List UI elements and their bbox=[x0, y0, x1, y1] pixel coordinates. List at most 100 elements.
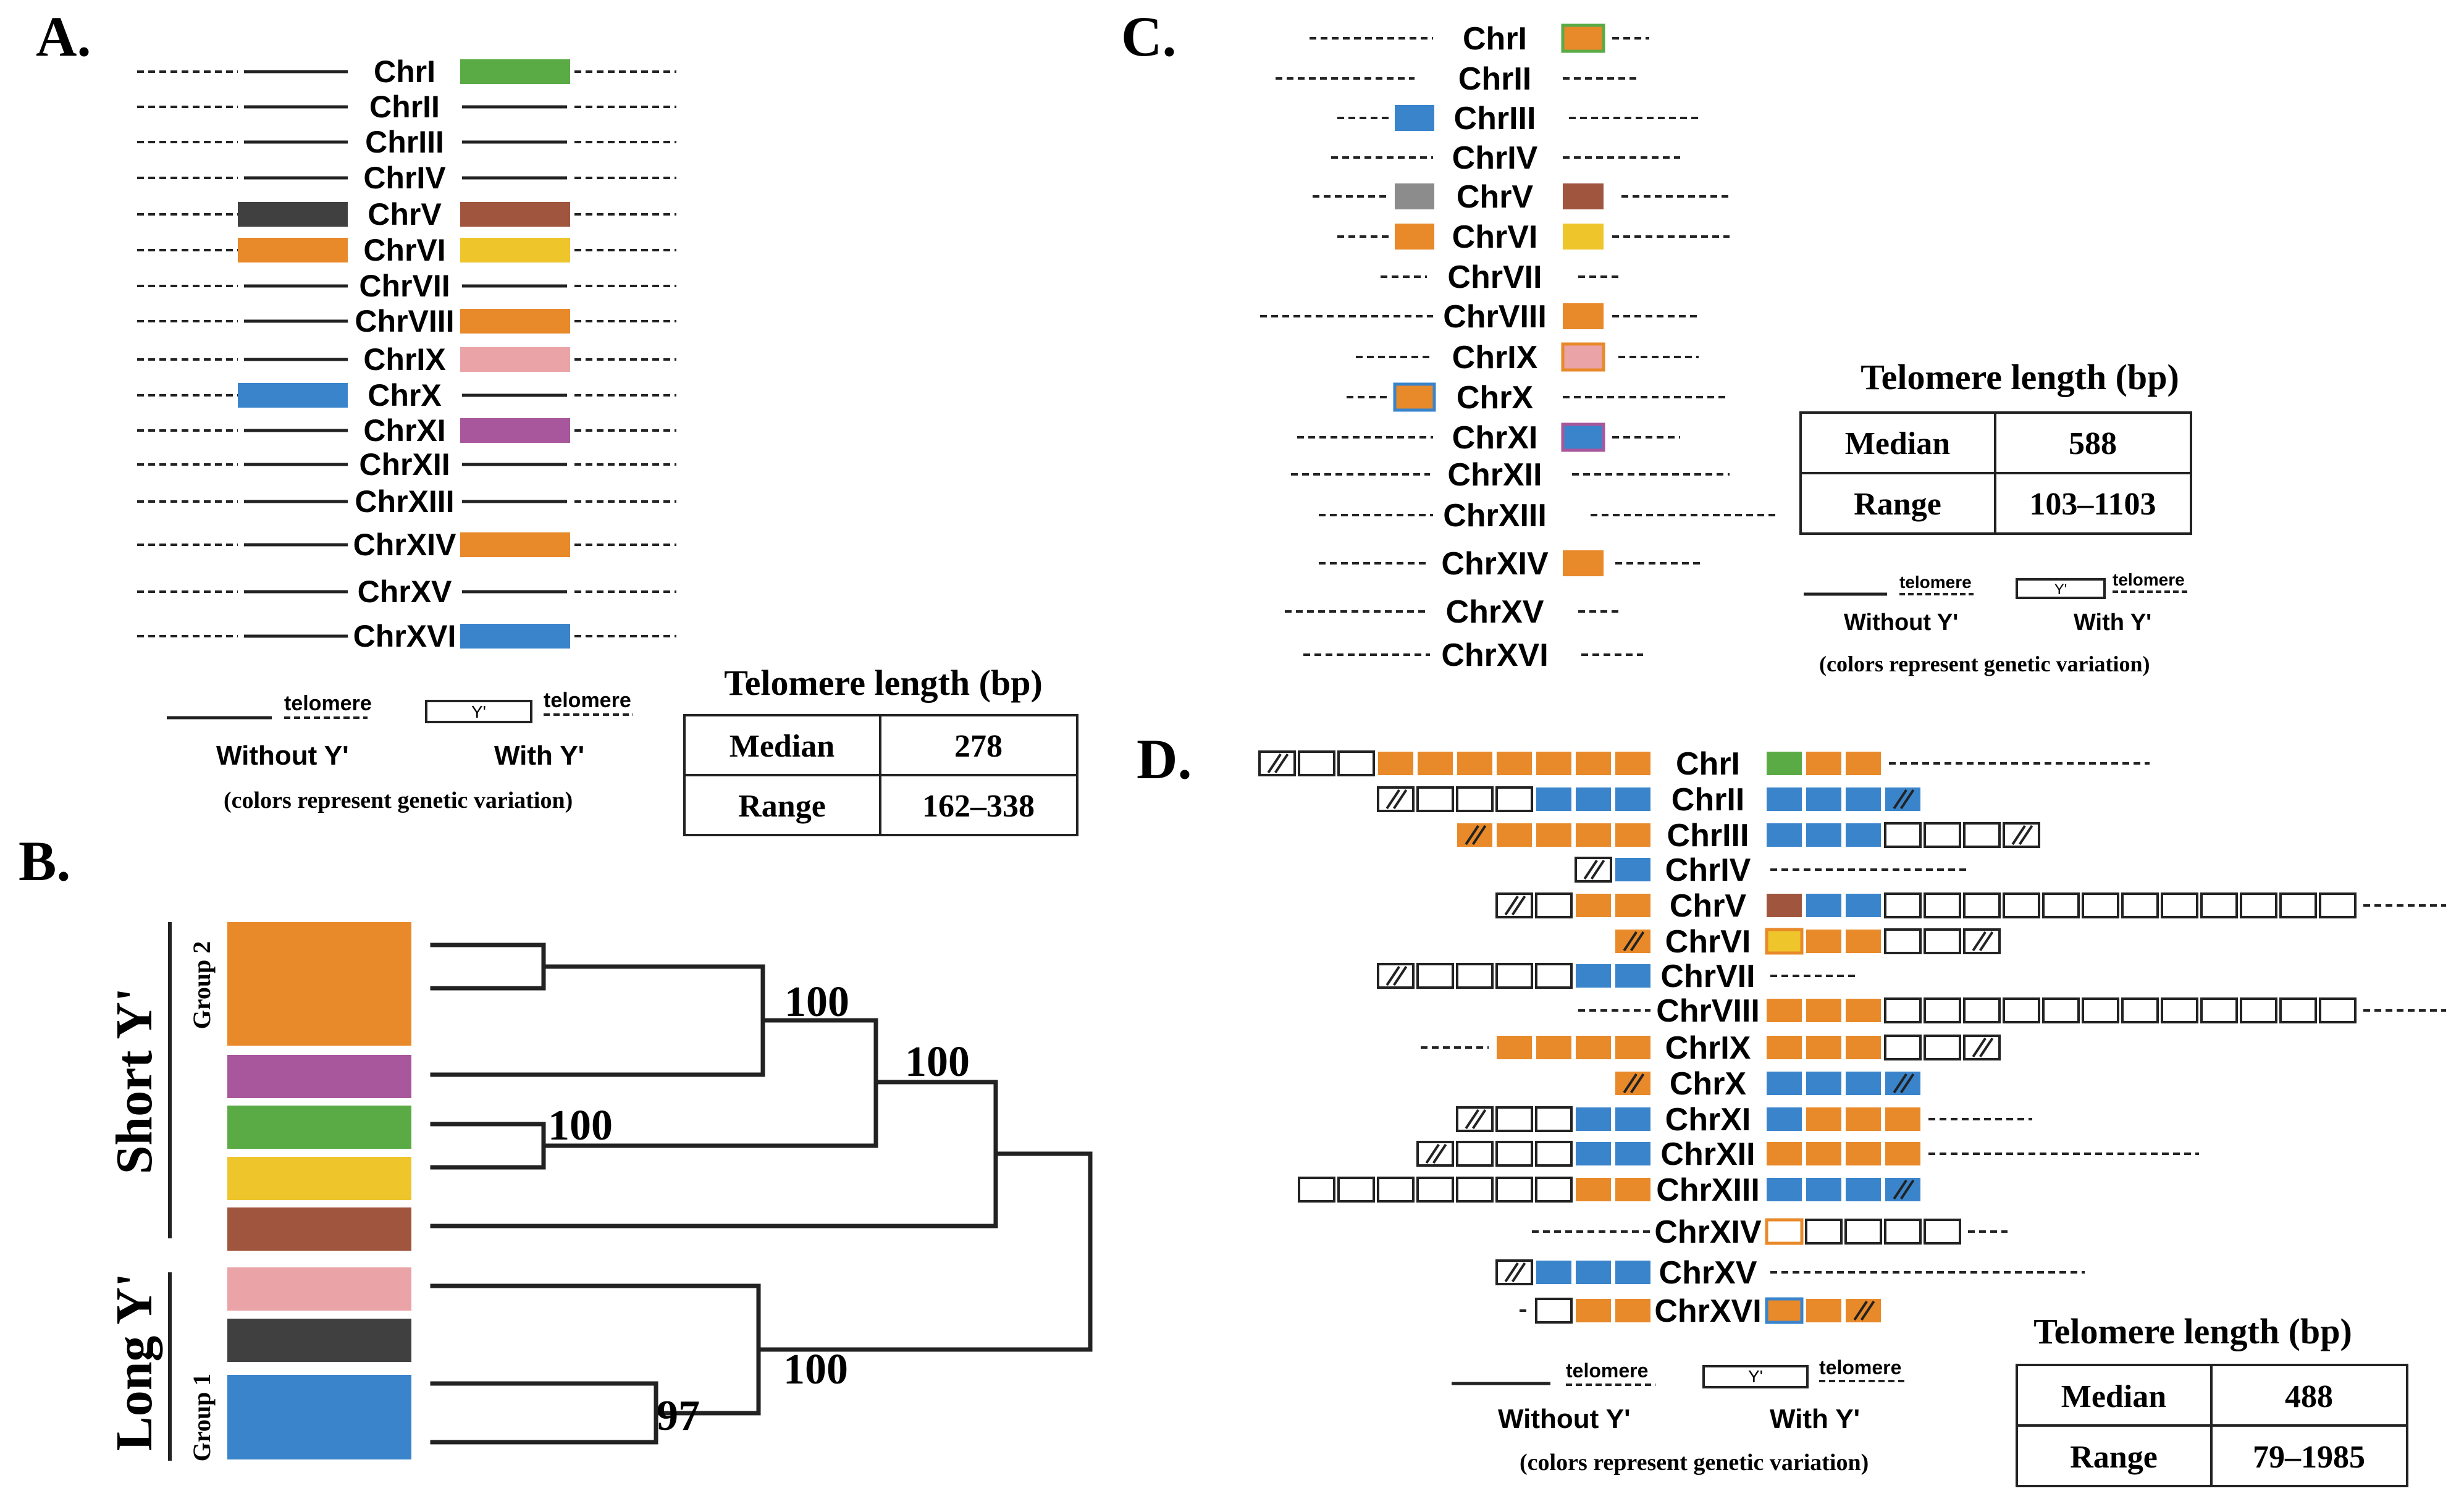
panel-a: A. ChrIChrIIChrIIIChrIVChrVChrVIChrVIICh… bbox=[36, 5, 1079, 836]
hatch-mark bbox=[1392, 965, 1408, 986]
y-prime-box-w bbox=[2121, 997, 2159, 1023]
chromosome-label: ChrVII bbox=[1447, 259, 1542, 295]
y-prime-box-w bbox=[1416, 1177, 1454, 1203]
y-prime-box-w bbox=[1924, 892, 1961, 918]
panel-c-row-chrxiii: ChrXIII bbox=[1319, 498, 1779, 534]
table-range-label: Range bbox=[2070, 1440, 2158, 1475]
y-prime-right-brown bbox=[1563, 183, 1604, 209]
hatch-mark bbox=[1899, 789, 1915, 810]
y-prime-box-b bbox=[1576, 1107, 1611, 1131]
legend-telomere-label: telomere bbox=[284, 692, 372, 715]
panel-a-row-chrii: ChrII bbox=[137, 90, 676, 124]
legend-telomere-label-2: telomere bbox=[1819, 1356, 1901, 1379]
y-prime-box-w bbox=[1963, 892, 2001, 918]
panel-c-row-chriv: ChrIV bbox=[1331, 140, 1680, 176]
y-prime-box-ob bbox=[1765, 1297, 1804, 1324]
panel-d-row-chrxvi: ChrXVI bbox=[1520, 1293, 1881, 1329]
panel-d-row-chrviii: ChrVIII bbox=[1578, 993, 2446, 1029]
tree-branch-root bbox=[756, 1151, 1093, 1352]
y-prime-right-yellow bbox=[1563, 224, 1604, 250]
chromosome-label: ChrIX bbox=[1452, 340, 1538, 376]
y-prime-box-o bbox=[1806, 1036, 1841, 1059]
y-prime-box-w bbox=[1337, 1177, 1375, 1203]
chromosome-label: ChrXIV bbox=[1441, 546, 1549, 582]
y-prime-box-w bbox=[2121, 892, 2159, 918]
y-prime-box-b bbox=[1767, 823, 1802, 847]
chromosome-label: ChrIV bbox=[1665, 852, 1751, 888]
y-prime-box-w bbox=[1535, 892, 1573, 918]
panel-b: B. Short Y' Long Y' Group 2 Group 1 100 … bbox=[19, 829, 1093, 1462]
panel-a-legend: telomere Y' telomere Without Y' With Y' … bbox=[167, 689, 633, 813]
y-prime-box-b bbox=[1767, 1178, 1802, 1201]
chromosome-label: ChrX bbox=[1457, 380, 1534, 416]
panel-a-row-chrv: ChrV bbox=[137, 197, 676, 232]
y-prime-box-b bbox=[1576, 787, 1611, 811]
panel-d-legend: telomere Y' telomere Without Y' With Y' … bbox=[1452, 1356, 1906, 1476]
panel-a-row-chrvii: ChrVII bbox=[137, 269, 676, 303]
y-prime-box-o bbox=[1576, 1178, 1611, 1201]
legend-y-box bbox=[1702, 1365, 1809, 1388]
y-prime-box-b bbox=[1536, 787, 1571, 811]
y-prime-right-orange bbox=[460, 309, 570, 334]
chromosome-label: ChrVII bbox=[1660, 959, 1755, 994]
y-prime-box-h bbox=[2003, 822, 2040, 848]
hatch-mark bbox=[1511, 1262, 1526, 1283]
y-prime-left-orange bbox=[238, 238, 348, 262]
panel-c-row-chrii: ChrII bbox=[1276, 61, 1637, 97]
y-prime-box-w bbox=[2279, 997, 2317, 1023]
panel-d-row-chrxi: ChrXI bbox=[1456, 1102, 2032, 1138]
hatch-mark bbox=[1623, 931, 1638, 952]
y-prime-box-o bbox=[1767, 1036, 1802, 1059]
panel-d-row-chrxii: ChrXII bbox=[1416, 1136, 2199, 1172]
y-prime-box-b bbox=[1576, 1142, 1611, 1165]
long-y-label: Long Y' bbox=[106, 1273, 163, 1451]
y-prime-box-w bbox=[1495, 1141, 1533, 1167]
panel-c-row-chrxii: ChrXII bbox=[1291, 457, 1730, 493]
panel-c: C. ChrIChrIIChrIIIChrIVChrVChrVIChrVIICh… bbox=[1121, 5, 2192, 676]
y-prime-right-orange bbox=[1563, 550, 1604, 576]
bootstrap-value-1: 100 bbox=[784, 978, 849, 1026]
hatch-mark bbox=[1511, 895, 1526, 916]
y-prime-box-w bbox=[1884, 892, 1922, 918]
y-prime-box-o bbox=[1576, 752, 1611, 775]
y-prime-box-o bbox=[1767, 1142, 1802, 1165]
panel-a-telomere-table: Telomere length (bp) Median 278 Range 16… bbox=[683, 663, 1079, 836]
short-y-label: Short Y' bbox=[106, 988, 163, 1175]
y-prime-box-o bbox=[1806, 999, 1841, 1022]
tree-branch-clade-1 bbox=[430, 964, 765, 1077]
hatch-mark bbox=[1425, 1143, 1440, 1164]
hatch-mark bbox=[1465, 825, 1479, 846]
group-swatch-pink bbox=[227, 1267, 411, 1311]
y-prime-box-b bbox=[1806, 1178, 1841, 1201]
y-prime-box-o bbox=[1806, 930, 1841, 953]
y-prime-box-b bbox=[1615, 1261, 1650, 1284]
legend-note: (colors represent genetic variation) bbox=[224, 787, 573, 813]
y-prime-box-g bbox=[1767, 752, 1802, 775]
chromosome-label: ChrII bbox=[1458, 61, 1531, 97]
panel-b-label: B. bbox=[19, 829, 70, 892]
panel-c-table: Telomere length (bp) Median 588 Range 10… bbox=[1799, 357, 2192, 535]
chromosome-label: ChrI bbox=[374, 54, 435, 89]
panel-c-label: C. bbox=[1121, 5, 1176, 68]
y-prime-box-b bbox=[1846, 894, 1881, 917]
panel-d-label: D. bbox=[1137, 728, 1192, 791]
y-prime-right-yellow bbox=[460, 238, 570, 262]
table-median-value: 588 bbox=[2069, 426, 2117, 461]
y-prime-box-o bbox=[1536, 752, 1571, 775]
hatch-mark bbox=[1972, 1037, 1987, 1058]
y-prime-box-o bbox=[1806, 1142, 1841, 1165]
group-swatch-green bbox=[227, 1106, 411, 1149]
y-prime-box-w bbox=[2003, 997, 2040, 1023]
y-prime-box-o bbox=[1576, 1036, 1611, 1059]
y-prime-box-o bbox=[1846, 1142, 1881, 1165]
chromosome-label: ChrXI bbox=[363, 413, 445, 448]
table-median-label: Median bbox=[1845, 426, 1951, 461]
group-1-label: Group 1 bbox=[188, 1374, 216, 1462]
panel-d-chromosome-rows: ChrIChrIIChrIIIChrIVChrVChrVIChrVIIChrVI… bbox=[1258, 746, 2446, 1329]
panel-a-row-chrx: ChrX bbox=[137, 378, 676, 413]
y-prime-box-w bbox=[1416, 786, 1454, 812]
hatch-mark bbox=[1432, 1143, 1447, 1164]
chromosome-label: ChrVII bbox=[359, 269, 450, 303]
hatch-mark bbox=[1623, 1073, 1638, 1094]
tree-branch-group-1-inner bbox=[430, 1381, 658, 1445]
